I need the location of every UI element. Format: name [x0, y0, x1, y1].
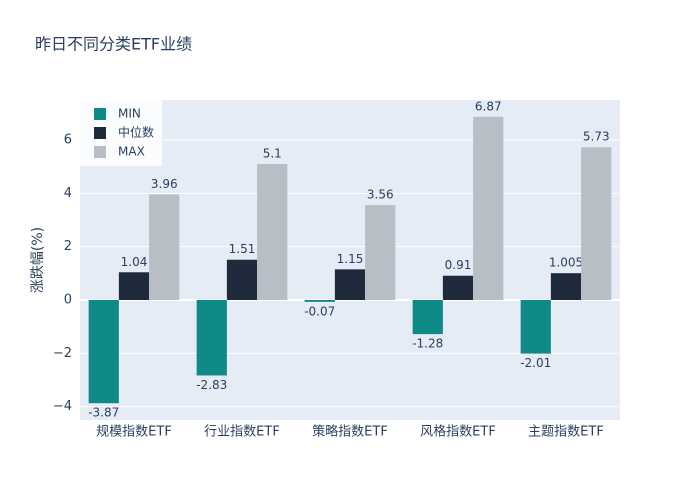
x-tick-label: 规模指数ETF	[96, 425, 172, 440]
bar	[442, 275, 474, 300]
bar	[473, 116, 504, 300]
x-tick-label: 主题指数ETF	[528, 425, 604, 440]
bar	[412, 300, 443, 335]
value-label: -0.07	[304, 304, 335, 318]
bar	[334, 269, 366, 300]
legend-swatch	[94, 108, 106, 120]
legend-label: MIN	[118, 107, 141, 121]
y-tick-label: 2	[64, 239, 72, 254]
value-label: 3.56	[367, 188, 394, 202]
chart-title: 昨日不同分类ETF业绩	[35, 35, 192, 54]
value-label: 1.04	[121, 255, 148, 269]
value-label: 1.005	[549, 256, 583, 270]
legend-swatch	[94, 127, 106, 139]
value-label: -1.28	[412, 337, 443, 351]
y-tick-label: 6	[64, 133, 72, 148]
y-axis-title: 涨跌幅(%)	[30, 227, 46, 293]
value-label: -2.01	[520, 356, 551, 370]
bar	[226, 259, 258, 300]
bar	[550, 273, 582, 300]
value-label: 1.15	[337, 252, 364, 266]
bar	[196, 300, 227, 376]
value-label: 6.87	[475, 99, 502, 113]
bar	[257, 164, 288, 300]
x-tick-label: 行业指数ETF	[204, 425, 280, 440]
legend-label: MAX	[118, 145, 145, 159]
bar	[149, 194, 180, 300]
value-label: -2.83	[196, 378, 227, 392]
value-label: 1.51	[229, 242, 256, 256]
bar	[304, 300, 335, 302]
value-label: 5.1	[263, 147, 282, 161]
y-tick-label: −4	[53, 399, 72, 414]
x-tick-label: 策略指数ETF	[312, 424, 388, 440]
value-label: 3.96	[151, 177, 178, 191]
y-tick-label: −2	[53, 346, 72, 361]
value-label: 0.91	[445, 258, 472, 272]
legend-box	[80, 100, 162, 166]
bar	[520, 300, 551, 354]
y-tick-label: 4	[64, 186, 72, 201]
x-tick-label: 风格指数ETF	[420, 424, 496, 440]
bar	[365, 205, 396, 300]
bar	[118, 272, 150, 300]
legend-swatch	[94, 146, 106, 158]
y-tick-label: 0	[64, 293, 72, 308]
value-label: 5.73	[583, 130, 610, 144]
bar	[581, 147, 612, 300]
value-label: -3.87	[88, 406, 119, 420]
legend-label: 中位数	[118, 125, 154, 140]
bar	[88, 300, 119, 404]
